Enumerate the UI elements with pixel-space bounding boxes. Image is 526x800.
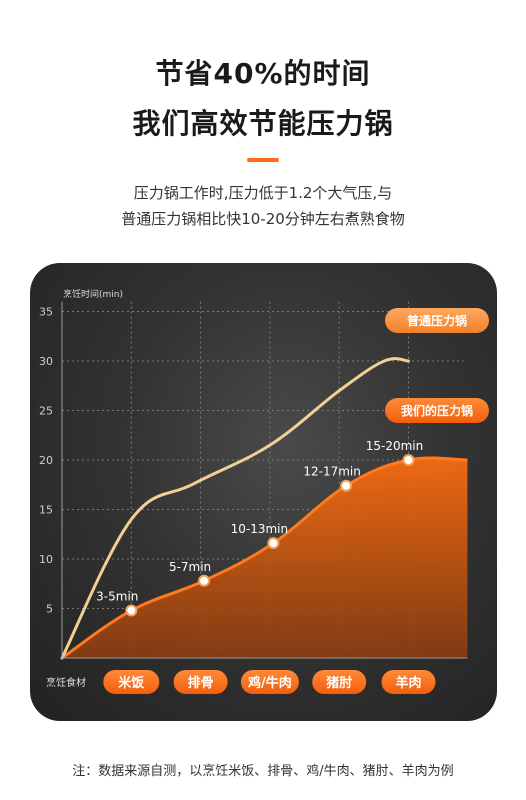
legend-ordinary-label: 普通压力锅: [407, 313, 467, 328]
axis-layer: 5 10 15 20 25 30 35: [39, 301, 468, 659]
legend-ours-pill: [385, 398, 489, 423]
category-label: 猪肘: [325, 675, 352, 691]
headline-line-2: 我们高效节能压力锅: [132, 107, 394, 140]
y-tick-label: 35: [39, 306, 53, 319]
data-point-marker: [267, 537, 280, 550]
data-point-marker: [198, 574, 211, 587]
y-tick-label: 30: [39, 355, 53, 368]
data-point-marker: [402, 454, 415, 466]
legend-ours-label: 我们的压力锅: [401, 403, 473, 418]
data-point-marker: [340, 479, 353, 492]
legend-ordinary: 普通压力锅: [385, 308, 489, 333]
headline-line-1: 节省40%的时间: [155, 57, 371, 90]
y-tick-label: 15: [39, 504, 53, 517]
x-axis-title: 烹饪食材: [46, 676, 86, 689]
category-pill: [312, 670, 367, 694]
data-label: 15-20min: [366, 439, 424, 453]
area-ours: [62, 457, 468, 658]
y-axis-title: 烹饪时间(min): [63, 288, 123, 300]
y-tick-label: 20: [39, 454, 53, 467]
data-label: 3-5min: [96, 589, 138, 603]
data-label: 10-13min: [231, 522, 289, 536]
category-label: 鸡/牛肉: [247, 675, 292, 691]
y-tick-label: 10: [39, 553, 53, 566]
accent-divider: [247, 158, 279, 162]
description-line-1: 压力锅工作时,压力低于1.2个大气压,与: [133, 184, 393, 202]
area-layer: [62, 457, 468, 658]
legend-ours: 我们的压力锅: [385, 398, 489, 423]
category-label: 米饭: [118, 675, 144, 691]
line-ordinary: [60, 357, 410, 660]
category-label: 排骨: [188, 675, 214, 691]
data-label: 12-17min: [303, 465, 361, 479]
category-pill: [381, 670, 436, 694]
description-line-2: 普通压力锅相比快10-20分钟左右煮熟食物: [121, 210, 405, 228]
data-label: 5-7min: [169, 560, 211, 574]
category-pill: [173, 670, 228, 694]
legend-ordinary-pill: [385, 308, 489, 333]
category-pill: [240, 670, 299, 694]
category-pill: [103, 670, 160, 694]
label-layer: 3-5min 5-7min 10-13min 12-17min 15-20min 米饭 排骨…: [96, 439, 436, 694]
footnote: 注：数据来源自测，以烹饪米饭、排骨、鸡/牛肉、猪肘、羊肉为例: [72, 764, 454, 779]
data-point-marker: [125, 604, 138, 617]
y-tick-label: 25: [39, 405, 53, 418]
y-tick-label: 5: [46, 603, 53, 616]
category-label: 羊肉: [395, 675, 421, 691]
